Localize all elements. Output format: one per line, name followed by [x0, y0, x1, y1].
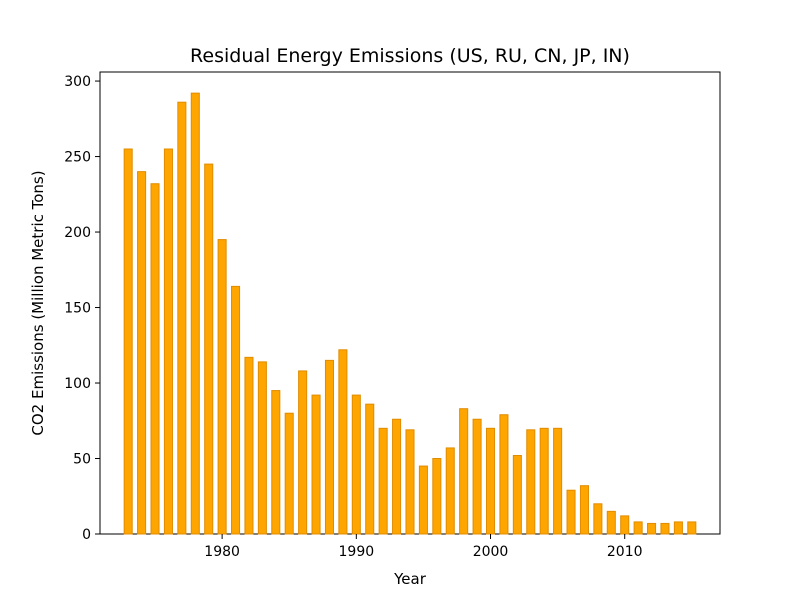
bar-1998 — [459, 408, 469, 535]
y-tick-label: 150 — [64, 301, 91, 317]
bar-1982 — [244, 356, 254, 535]
x-axis-ticks: 1980 1990 2000 2010 — [204, 534, 643, 560]
bar-2003 — [526, 429, 536, 535]
x-axis-label: Year — [393, 570, 427, 588]
x-tick-label: 1990 — [339, 544, 375, 560]
bar-1974 — [137, 171, 147, 535]
bar-2008 — [593, 503, 603, 535]
y-tick-label: 300 — [64, 74, 91, 90]
bar-1983 — [257, 361, 267, 535]
y-axis-label: CO2 Emissions (Million Metric Tons) — [29, 170, 47, 435]
bar-1996 — [432, 458, 442, 535]
bar-2009 — [606, 510, 616, 535]
bar-2002 — [512, 454, 522, 535]
bar-2015 — [687, 521, 697, 535]
bar-1977 — [177, 101, 187, 535]
y-tick-label: 100 — [64, 376, 91, 392]
bar-1985 — [284, 412, 294, 535]
chart-title: Residual Energy Emissions (US, RU, CN, J… — [190, 45, 630, 67]
y-tick-label: 200 — [64, 225, 91, 241]
bar-2010 — [620, 515, 630, 535]
bar-1994 — [405, 429, 415, 535]
bar-1995 — [418, 465, 428, 535]
bar-1979 — [204, 163, 214, 535]
y-axis-ticks: 0 50 100 150 200 250 300 — [64, 74, 100, 543]
bar-1992 — [378, 427, 388, 535]
bar-2006 — [566, 489, 576, 535]
bar-2012 — [647, 522, 657, 535]
bar-1976 — [163, 148, 173, 535]
bar-2011 — [633, 521, 643, 535]
bar-1989 — [338, 349, 348, 535]
bar-2005 — [553, 427, 563, 535]
bar-1975 — [150, 183, 160, 535]
bars-group — [123, 92, 697, 535]
bar-1997 — [445, 447, 455, 535]
bar-1981 — [231, 285, 241, 535]
bar-2013 — [660, 522, 670, 535]
bar-2004 — [539, 427, 549, 535]
bar-2014 — [673, 521, 683, 535]
bar-1973 — [123, 148, 133, 535]
bar-1986 — [298, 370, 308, 535]
y-tick-label: 250 — [64, 150, 91, 166]
bar-1978 — [190, 92, 200, 535]
bar-1993 — [392, 418, 402, 535]
bar-2001 — [499, 414, 509, 535]
bar-1987 — [311, 394, 321, 535]
y-tick-label: 0 — [82, 527, 91, 543]
y-tick-label: 50 — [73, 452, 91, 468]
bar-2007 — [579, 485, 589, 535]
bar-1990 — [351, 394, 361, 535]
bar-1980 — [217, 239, 227, 535]
x-tick-label: 2000 — [473, 544, 509, 560]
bar-1984 — [271, 390, 281, 535]
bar-1991 — [365, 403, 375, 535]
bar-1988 — [324, 359, 335, 535]
x-tick-label: 2010 — [607, 544, 643, 560]
bar-1999 — [472, 418, 482, 535]
x-tick-label: 1980 — [204, 544, 240, 560]
bar-2000 — [485, 427, 496, 535]
